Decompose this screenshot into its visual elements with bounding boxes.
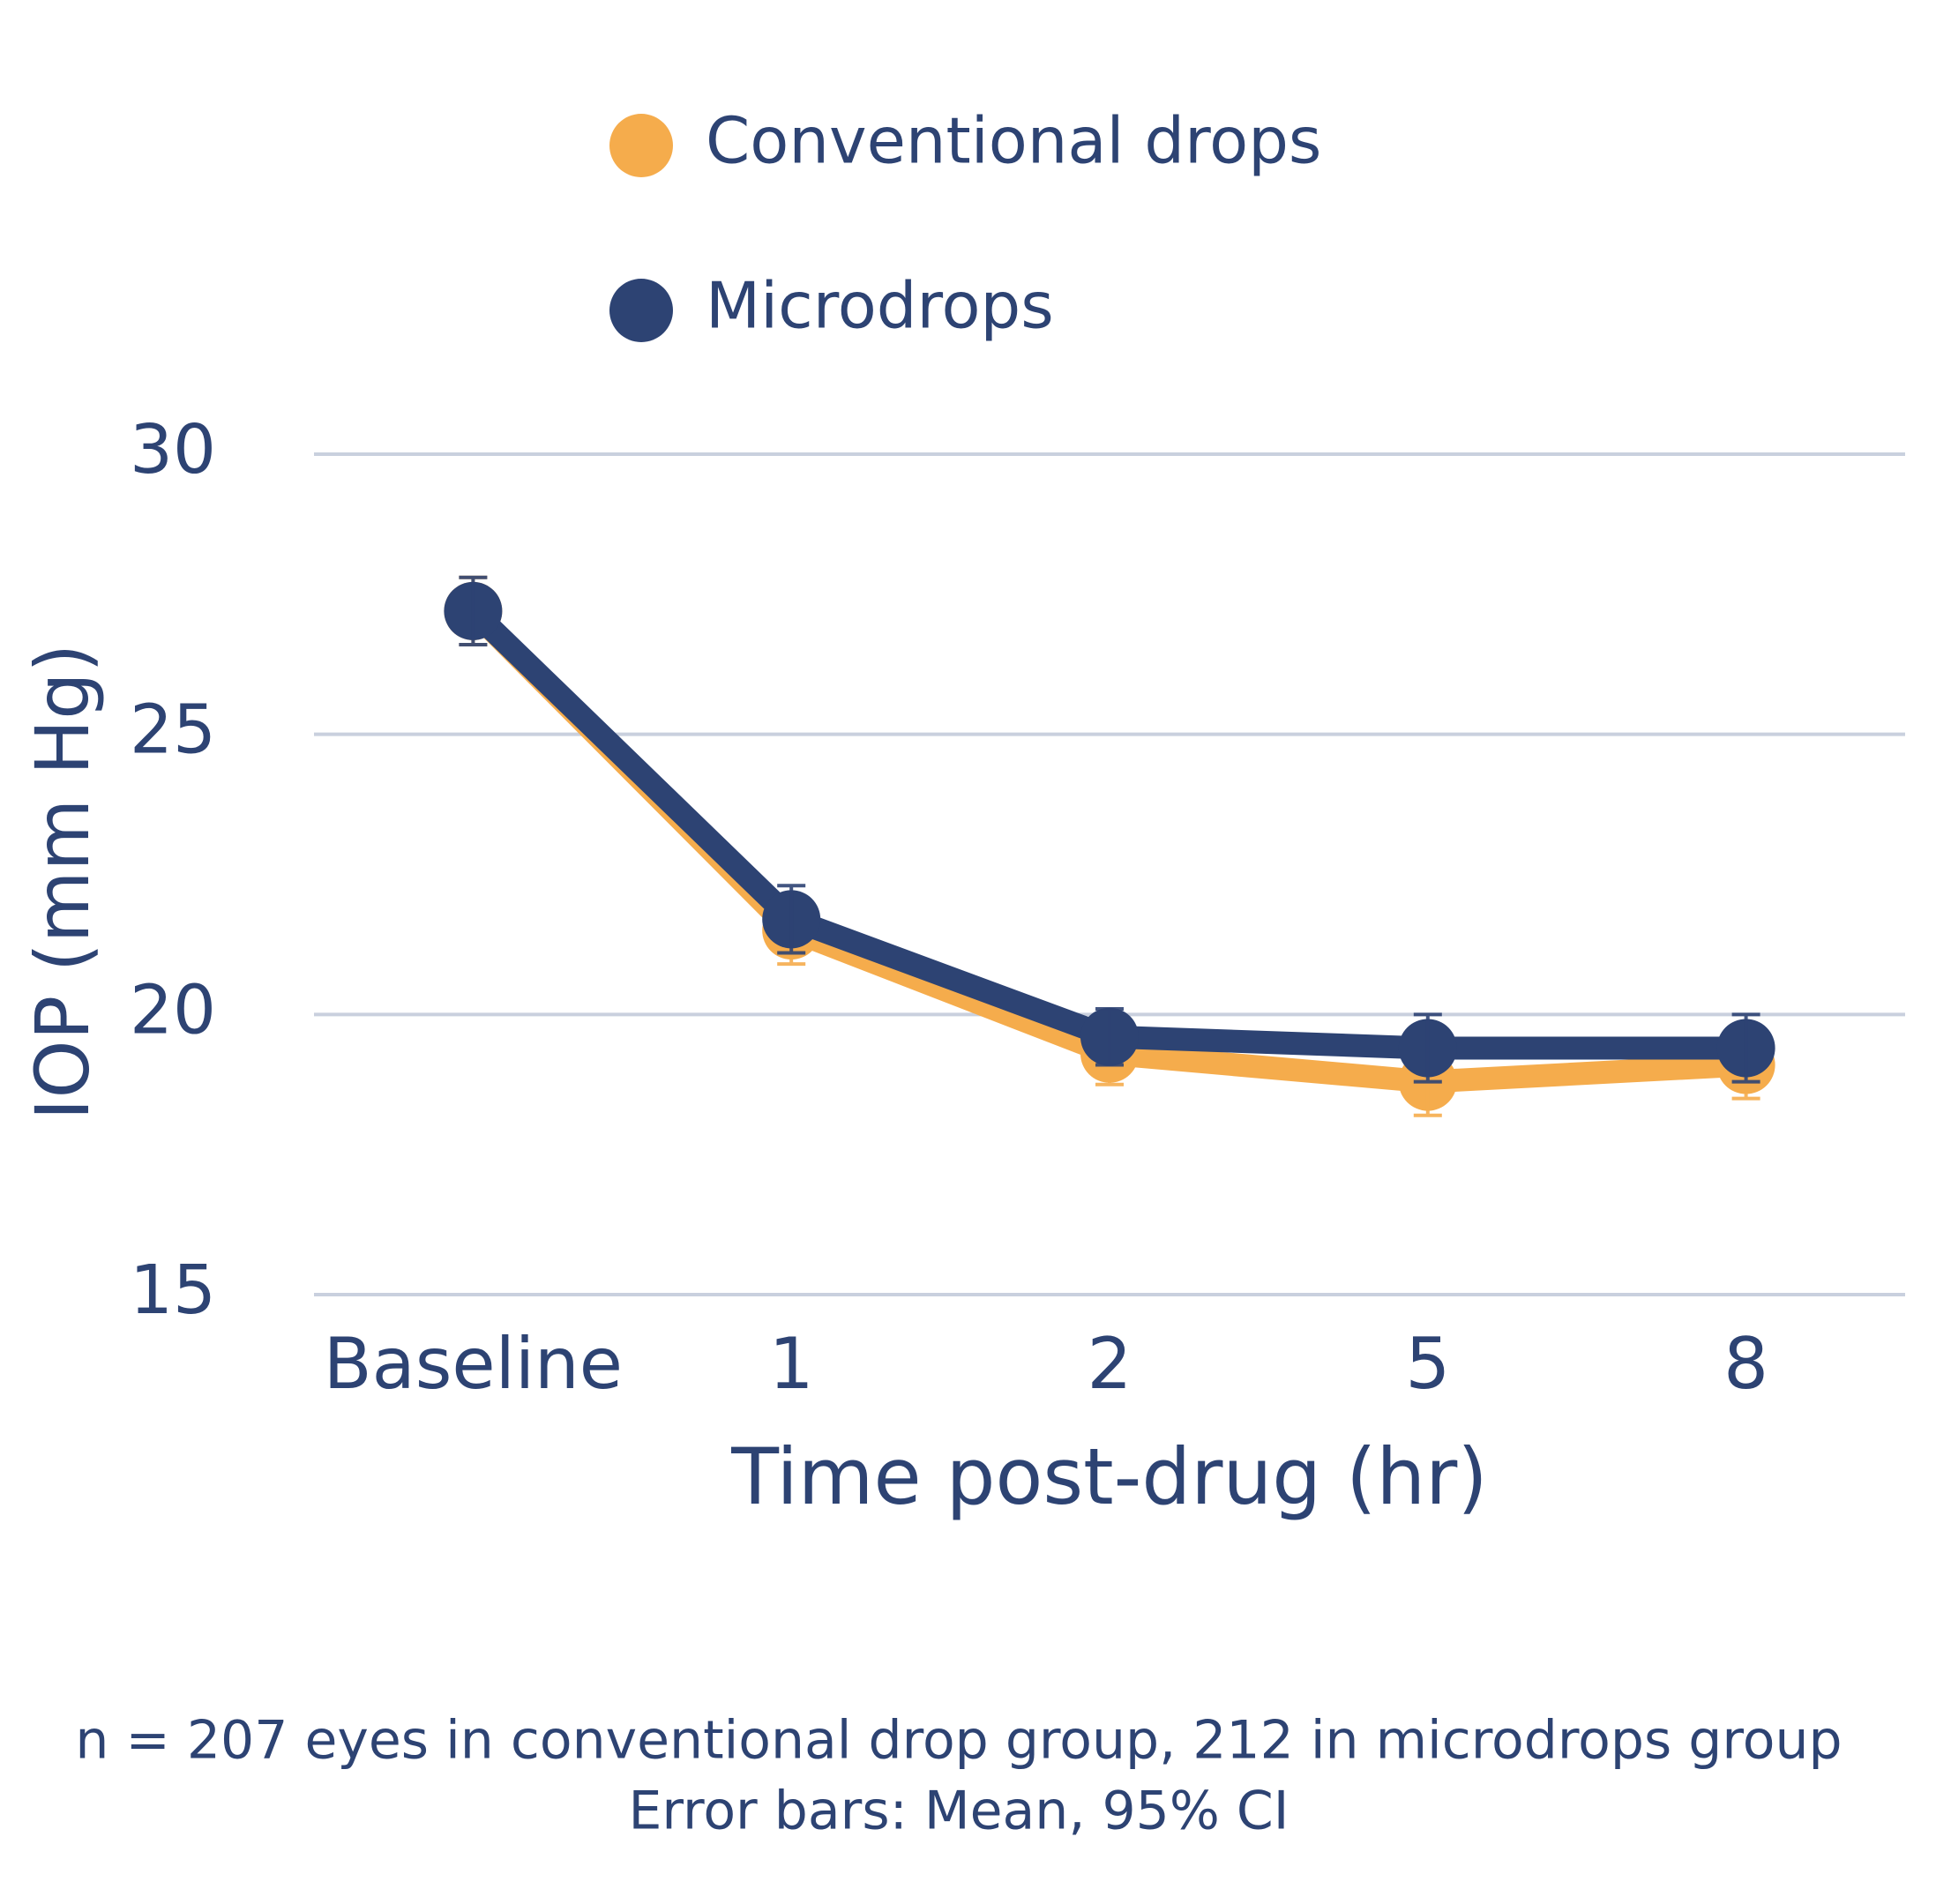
error-bar [1731, 1012, 1760, 1084]
y-tick-label: 15 [130, 1251, 216, 1330]
x-tick-label: Baseline [324, 1323, 623, 1405]
error-bar [777, 884, 806, 955]
x-tick-label: 8 [1723, 1323, 1768, 1405]
error-bar [459, 575, 488, 647]
footnote: n = 207 eyes in conventional drop group,… [75, 1710, 1842, 1772]
y-tick-label: 30 [130, 411, 216, 489]
y-axis-label: IOP (mm Hg) [19, 644, 106, 1121]
x-axis-label: Time post-drug (hr) [730, 1431, 1487, 1522]
legend-marker [609, 279, 673, 342]
x-tick-label: 5 [1405, 1323, 1450, 1405]
legend-marker [609, 114, 673, 177]
legend-label: Microdrops [706, 269, 1054, 343]
x-tick-label: 2 [1088, 1323, 1132, 1405]
footnote: Error bars: Mean, 95% CI [628, 1781, 1289, 1842]
y-tick-label: 20 [130, 971, 216, 1049]
error-bar [1095, 1006, 1124, 1067]
series-line [465, 602, 1746, 1060]
y-tick-label: 25 [130, 691, 216, 770]
legend-label: Conventional drops [706, 104, 1321, 178]
error-bar [1413, 1012, 1442, 1084]
x-tick-label: 1 [769, 1323, 814, 1405]
